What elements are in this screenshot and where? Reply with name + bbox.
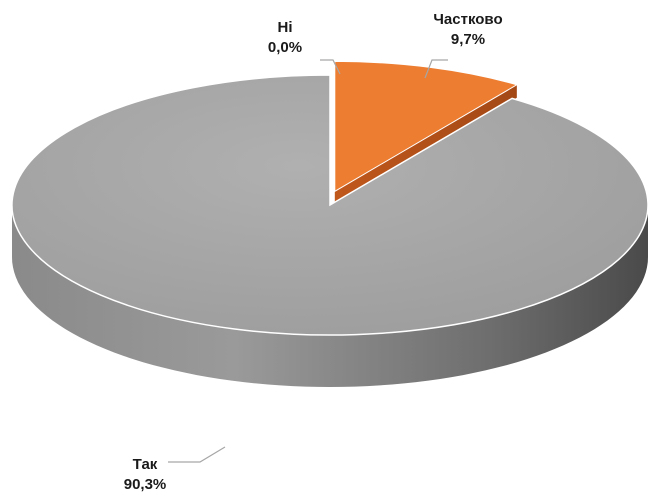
slice-chastkovo: [334, 60, 519, 193]
slice-side-tak: [12, 205, 648, 387]
slice-label-tak: Так 90,3%: [124, 455, 167, 495]
slice-category-chastkovo: Частково: [433, 11, 503, 28]
slice-category-ni: Ні: [277, 19, 293, 36]
leader-line-tak: [168, 446, 226, 463]
pie-leader-lines: [168, 59, 448, 463]
slice-value-ni: 0,0%: [267, 39, 303, 56]
slice-value-chastkovo: 9,7%: [450, 31, 486, 48]
slice-category-tak: Так: [132, 456, 158, 473]
leader-line-ni: [320, 59, 341, 75]
slice-tak: [11, 74, 649, 336]
slice-value-tak: 90,3%: [123, 476, 167, 493]
slice-label-chastkovo: Частково 9,7%: [433, 10, 502, 50]
leader-line-chastkovo: [424, 59, 448, 79]
slice-label-ni: Ні 0,0%: [268, 18, 302, 58]
slice-side-chastkovo: [334, 84, 517, 205]
pie-depth-layer: [12, 84, 648, 387]
pie-top-layer: [11, 60, 649, 336]
